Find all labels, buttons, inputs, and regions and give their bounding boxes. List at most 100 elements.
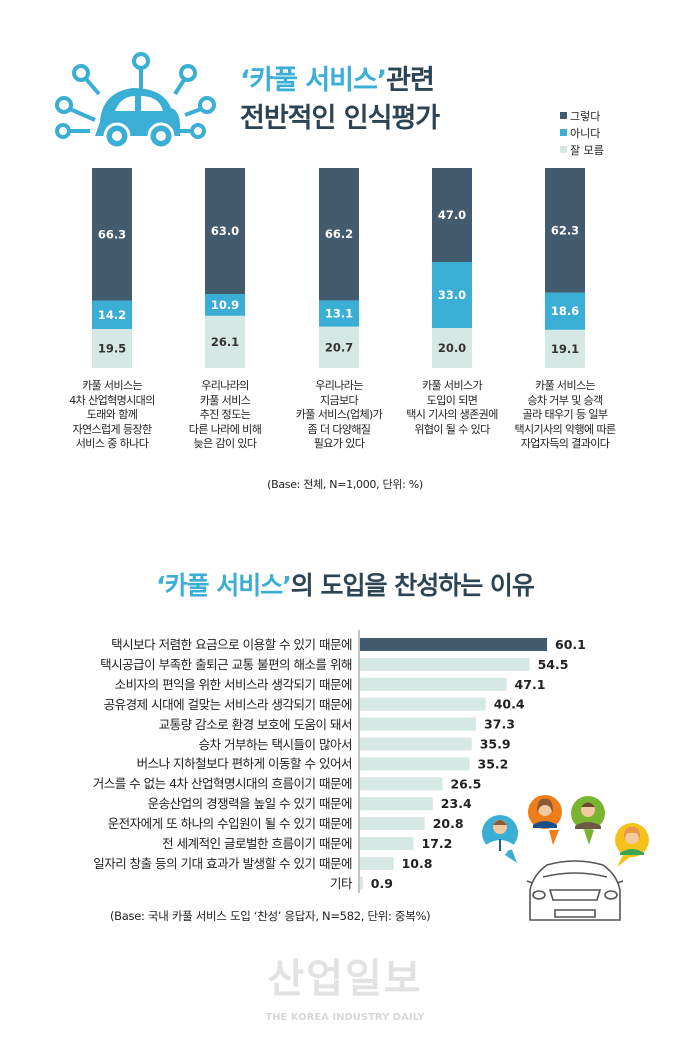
bar-segment-1 bbox=[432, 262, 472, 328]
category-label: 카풀 서비스가 도입이 되면 택시 기사의 생존권에 위협이 될 수 있다 bbox=[406, 379, 498, 436]
category-label: 공유경제 시대에 걸맞는 서비스라 생각되기 때문에 bbox=[103, 696, 353, 712]
bar-segment-1 bbox=[92, 300, 132, 329]
bar bbox=[360, 657, 530, 671]
bar-value-label: 17.2 bbox=[422, 836, 453, 851]
category-label: 버스나 지하철보다 편하게 이동할 수 있어서 bbox=[136, 756, 353, 772]
category-label: 택시보다 저렴한 요금으로 이용할 수 있기 때문에 bbox=[111, 637, 352, 652]
title-line2: 전반적인 인식평가 bbox=[240, 103, 440, 134]
bar bbox=[360, 757, 470, 771]
legend-swatch bbox=[560, 146, 567, 153]
bar-segment-0 bbox=[432, 168, 472, 262]
category-label: 기타 bbox=[329, 875, 353, 891]
watermark-logo: 산업일보 bbox=[267, 956, 423, 1002]
bar-value-label: 23.4 bbox=[441, 796, 472, 811]
bar bbox=[360, 777, 443, 791]
bar-value-label: 54.5 bbox=[538, 657, 569, 672]
category-label: 운송산업의 경쟁력을 높일 수 있기 때문에 bbox=[147, 796, 353, 812]
chart1-note: (Base: 전체, N=1,000, 단위: %) bbox=[267, 478, 423, 491]
bar-segment-0 bbox=[92, 168, 132, 301]
bar-segment-2 bbox=[432, 328, 472, 368]
bar-value-label: 35.9 bbox=[480, 737, 511, 752]
bar-value-label: 60.1 bbox=[555, 637, 586, 652]
legend-item: 그렇다 bbox=[560, 108, 604, 125]
bar-value-label: 37.3 bbox=[484, 717, 515, 732]
avatar-icon bbox=[571, 796, 605, 845]
category-label: 소비자의 편익을 위한 서비스라 생각되기 때문에 bbox=[114, 676, 353, 692]
bar-value-label: 20.0 bbox=[438, 341, 466, 355]
bar-value-label: 19.1 bbox=[551, 342, 579, 356]
bar-value-label: 20.7 bbox=[325, 340, 353, 354]
bar-value-label: 0.9 bbox=[371, 876, 393, 891]
bar bbox=[360, 697, 486, 711]
legend: 그렇다 아니다 잘 모름 bbox=[560, 108, 604, 159]
bar-segment-0 bbox=[545, 168, 585, 293]
bar-value-label: 35.2 bbox=[478, 756, 509, 771]
bar-segment-1 bbox=[545, 292, 585, 330]
bar-value-label: 40.4 bbox=[494, 697, 525, 712]
bar-value-label: 62.3 bbox=[551, 223, 579, 237]
bar-value-label: 19.5 bbox=[98, 342, 126, 356]
bar-segment-2 bbox=[205, 315, 245, 368]
legend-item: 잘 모름 bbox=[560, 142, 604, 159]
legend-swatch bbox=[560, 112, 567, 119]
title-highlight: ‘카풀 서비스’ bbox=[240, 65, 387, 96]
chart1-title: ‘카풀 서비스’관련 전반적인 인식평가 bbox=[240, 62, 440, 138]
category-label: 카풀 서비스는 승차 거부 및 승객 골라 태우기 등 일부 택시기사의 악행에… bbox=[514, 379, 617, 450]
bar bbox=[360, 797, 433, 811]
bar-segment-2 bbox=[319, 326, 359, 368]
category-label: 우리나라의 카풀 서비스 추진 정도는 다른 나라에 비해 늦은 감이 있다 bbox=[188, 379, 262, 450]
car-network-icon bbox=[55, 52, 216, 148]
bar-value-label: 33.0 bbox=[438, 288, 466, 302]
category-label: 택시공급이 부족한 출퇴근 교통 불편의 해소를 위해 bbox=[100, 656, 352, 672]
bar-segment-2 bbox=[92, 329, 132, 368]
horizontal-bar-chart: 60.1 54.5 47.1 40.4 37.3 35.9 35.2 26.5 23.4 20.8… bbox=[358, 630, 586, 893]
category-label: 일자리 창출 등의 기대 효과가 발생할 수 있기 때문에 bbox=[93, 855, 352, 871]
legend-swatch bbox=[560, 129, 567, 136]
bar-value-label: 13.1 bbox=[325, 307, 353, 321]
bar-value-label: 66.2 bbox=[325, 227, 353, 241]
bar bbox=[360, 856, 394, 870]
bar bbox=[360, 837, 414, 850]
avatar-icon bbox=[528, 795, 562, 845]
category-label: 교통량 감소로 환경 보호에 도움이 돼서 bbox=[158, 716, 353, 732]
bar bbox=[360, 638, 547, 651]
bar bbox=[360, 876, 363, 890]
avatar-icon bbox=[615, 823, 649, 867]
chart2-title: ‘카풀 서비스’의 도입을 찬성하는 이유 bbox=[0, 566, 690, 602]
avatar-icon bbox=[482, 815, 518, 863]
bar-segment-0 bbox=[319, 168, 359, 301]
chart2-note: (Base: 국내 카풀 서비스 도입 ‘찬성’ 응답자, N=582, 단위:… bbox=[110, 909, 431, 923]
legend-label: 잘 모름 bbox=[570, 144, 604, 157]
bar-segment-0 bbox=[205, 168, 245, 294]
bar-value-label: 10.8 bbox=[402, 856, 433, 871]
bar-value-label: 26.5 bbox=[450, 776, 481, 791]
bar bbox=[360, 717, 477, 731]
title-part: 관련 bbox=[386, 65, 435, 96]
bar bbox=[360, 737, 472, 751]
bar-value-label: 18.6 bbox=[551, 304, 579, 318]
category-label: 우리나라는 지금보다 카풀 서비스(업체)가 좀 더 다양해질 필요가 있다 bbox=[295, 379, 383, 450]
bar-segment-1 bbox=[319, 300, 359, 327]
category-label: 전 세계적인 글로벌한 흐름이기 때문에 bbox=[162, 836, 352, 851]
bar-segment-1 bbox=[205, 294, 245, 316]
title-highlight: ‘카풀 서비스’ bbox=[156, 571, 292, 600]
category-label: 거스를 수 없는 4차 산업혁명시대의 흐름이기 때문에 bbox=[92, 776, 353, 792]
watermark-subtitle: THE KOREA INDUSTRY DAILY bbox=[265, 1012, 425, 1023]
legend-item: 아니다 bbox=[560, 125, 604, 142]
category-label: 카풀 서비스는 4차 산업혁명시대의 도래와 함께 자연스럽게 등장한 서비스 … bbox=[69, 379, 155, 450]
person-avatar-icons bbox=[482, 795, 649, 921]
bar-value-label: 63.0 bbox=[211, 224, 239, 238]
bar bbox=[360, 817, 425, 831]
legend-label: 그렇다 bbox=[570, 110, 601, 123]
bar-value-label: 66.3 bbox=[98, 227, 126, 241]
stacked-bar-chart: 19.5 14.2 66.3 26.1 10.9 63.0 20.7 13.1 66.2 20.0… bbox=[92, 168, 585, 368]
bar-value-label: 10.9 bbox=[211, 298, 239, 312]
bar-value-label: 47.1 bbox=[515, 677, 546, 692]
bar-value-label: 47.0 bbox=[438, 208, 466, 222]
category-label: 운전자에게 또 하나의 수입원이 될 수 있기 때문에 bbox=[107, 816, 353, 832]
title-part: 의 도입을 찬성하는 이유 bbox=[290, 571, 535, 600]
car-front-icon bbox=[526, 860, 624, 921]
legend-label: 아니다 bbox=[570, 127, 601, 140]
bar-value-label: 20.8 bbox=[433, 816, 464, 831]
